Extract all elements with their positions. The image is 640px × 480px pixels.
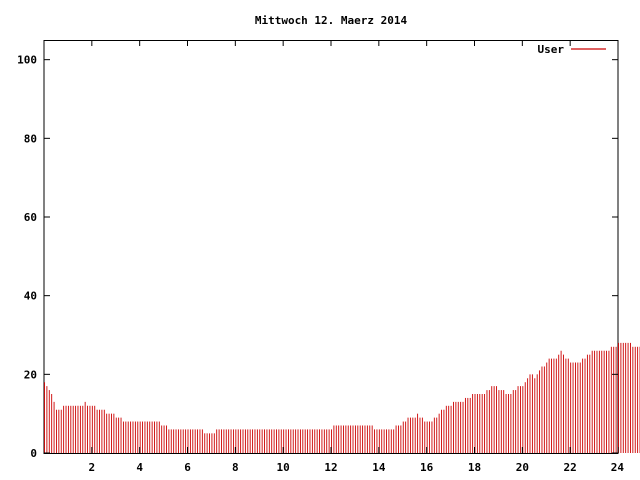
y-tick-label: 80 xyxy=(24,132,37,145)
x-tick-label: 6 xyxy=(184,461,191,474)
plot-frame xyxy=(43,40,619,454)
y-tick-label: 20 xyxy=(24,368,37,381)
x-tick-label: 24 xyxy=(611,461,625,474)
x-tick-label: 14 xyxy=(372,461,386,474)
x-tick-label: 12 xyxy=(324,461,337,474)
chart-title: Mittwoch 12. Maerz 2014 xyxy=(255,14,408,27)
y-tick-label: 0 xyxy=(30,447,37,460)
x-tick-label: 4 xyxy=(136,461,143,474)
legend-label-user: User xyxy=(538,43,565,56)
legend: User xyxy=(538,43,606,56)
x-tick-label: 20 xyxy=(516,461,529,474)
x-tick-label: 8 xyxy=(232,461,239,474)
x-tick-label: 18 xyxy=(468,461,481,474)
bar-group xyxy=(44,342,640,453)
y-axis: 0 20 40 60 80 100 xyxy=(17,54,618,460)
y-tick-label: 60 xyxy=(24,211,37,224)
x-tick-label: 2 xyxy=(89,461,96,474)
x-tick-label: 10 xyxy=(277,461,290,474)
y-tick-label: 40 xyxy=(24,290,37,303)
x-tick-label: 22 xyxy=(564,461,577,474)
y-tick-label: 100 xyxy=(17,54,37,67)
x-tick-label: 16 xyxy=(420,461,434,474)
x-axis: 2 4 6 8 10 12 14 16 18 20 22 24 xyxy=(89,40,625,474)
